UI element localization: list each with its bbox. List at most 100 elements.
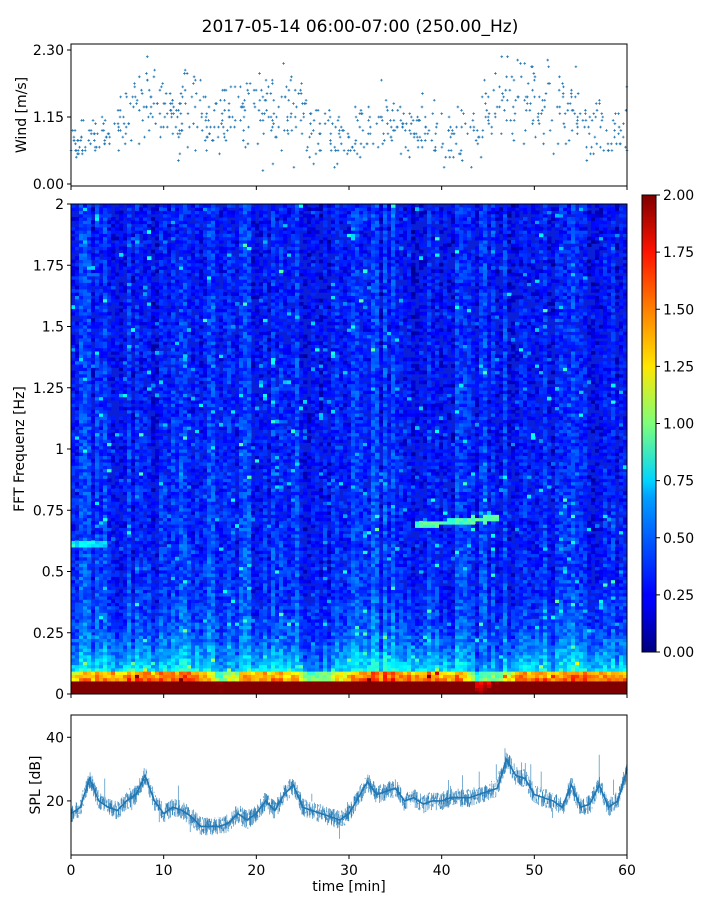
wind-point — [485, 109, 489, 112]
wind-point — [555, 105, 559, 109]
spectrogram-cell — [147, 586, 152, 590]
spectrogram-cell — [139, 625, 144, 630]
spectrogram-cell — [139, 275, 144, 280]
wind-point — [452, 132, 456, 136]
spectrogram-cell — [79, 311, 84, 316]
spectrogram-cell — [203, 295, 208, 300]
spectrogram-cell — [83, 315, 88, 319]
spectrogram-cell — [79, 334, 84, 339]
spectrogram-cell — [79, 243, 84, 247]
spectrogram-cell — [143, 455, 148, 460]
spectrogram-cell — [99, 596, 104, 600]
spectrogram-cell — [155, 419, 160, 424]
spectrogram-cell — [151, 439, 156, 443]
spectrogram-cell — [139, 256, 144, 261]
spectrogram-cell — [171, 596, 176, 600]
spectrogram-cell — [127, 311, 132, 316]
spectrogram-cell — [131, 318, 136, 323]
spectrogram-cell — [195, 452, 200, 457]
wind-point — [113, 122, 116, 125]
spectrogram-cell — [79, 298, 84, 303]
spectrogram-cell — [203, 386, 208, 391]
spectrogram-cell — [135, 393, 140, 398]
spectrogram-cell — [111, 279, 116, 283]
spectrogram-cell — [203, 344, 208, 349]
spectrogram-cell — [151, 592, 156, 597]
spectrogram-cell — [135, 331, 140, 336]
spectrogram-cell — [139, 478, 144, 483]
spectrogram-cell — [87, 618, 92, 623]
spectrogram-cell — [135, 514, 140, 519]
spectrogram-cell — [195, 645, 200, 649]
wind-point — [399, 119, 403, 122]
spectrogram-cell — [175, 667, 180, 672]
spectrogram-cell — [179, 210, 184, 215]
spectrogram-cell — [195, 416, 200, 421]
spectrogram-cell — [183, 478, 188, 483]
spectrogram-cell — [159, 527, 164, 532]
wind-point — [574, 65, 578, 69]
spectrogram-cell — [79, 442, 84, 447]
spectrogram-cell — [135, 501, 140, 506]
spectrogram-cell — [159, 618, 164, 623]
spectrogram-cell — [155, 285, 160, 290]
spectrogram-cell — [191, 602, 196, 607]
spectrogram-cell — [83, 269, 88, 274]
spectrogram-cell — [179, 680, 184, 685]
spectrogram-cell — [131, 622, 136, 626]
spectrogram-cell — [183, 285, 188, 290]
spectrogram-cell — [159, 403, 164, 408]
spectrogram-cell — [183, 530, 188, 535]
spectrogram-cell — [155, 328, 160, 332]
spectrogram-cell — [167, 298, 172, 303]
spectrogram-cell — [183, 435, 188, 440]
spectrogram-cell — [119, 566, 124, 571]
spectrogram-cell — [199, 540, 204, 545]
spectrogram-cell — [163, 275, 168, 280]
spectrogram-cell — [191, 403, 196, 408]
spectrogram-cell — [99, 282, 104, 287]
spectrogram-cell — [127, 524, 132, 528]
spectrogram-cell — [171, 419, 176, 424]
spectrogram-cell — [139, 589, 144, 594]
spectrogram-cell — [115, 582, 120, 587]
spectrogram-cell — [99, 543, 104, 548]
spectrogram-cell — [207, 514, 212, 519]
spectrogram-cell — [79, 599, 84, 604]
spectrogram-cell — [79, 324, 84, 329]
spectrogram-cell — [83, 569, 88, 574]
spectrogram-cell — [91, 684, 96, 688]
spectrogram-cell — [115, 337, 120, 342]
spectrogram-cell — [115, 259, 120, 264]
spectrogram-cell — [143, 344, 148, 349]
spectrogram-cell — [179, 563, 184, 568]
spectrogram-cell — [127, 501, 132, 506]
spectrogram-cell — [83, 220, 88, 225]
wind-point — [323, 122, 327, 125]
spectrogram-cell — [179, 622, 184, 626]
wind-point — [165, 112, 169, 115]
spectrogram-cell — [143, 667, 148, 672]
spectrogram-cell — [151, 638, 156, 643]
spectrogram-cell — [139, 337, 144, 342]
spectrogram-cell — [103, 253, 108, 257]
spectrogram-cell — [155, 569, 160, 574]
spectrogram-cell — [187, 622, 192, 626]
spectrogram-cell — [163, 220, 168, 225]
spectrogram-cell — [171, 321, 176, 326]
spectrogram-cell — [135, 576, 140, 581]
spectrogram-cell — [159, 589, 164, 594]
spectrogram-cell — [107, 230, 112, 234]
wind-point — [272, 122, 275, 125]
spectrogram-cell — [139, 220, 144, 225]
wind-point — [408, 112, 412, 115]
spectrogram-cell — [115, 364, 120, 368]
spectrogram-cell — [71, 677, 76, 682]
spectrogram-cell — [171, 386, 176, 391]
spectrogram-cell — [91, 292, 96, 296]
spectrogram-cell — [159, 690, 164, 695]
spectrogram-cell — [119, 226, 124, 231]
spectrogram-cell — [199, 560, 204, 564]
spectrogram-cell — [163, 651, 168, 656]
spectrogram-cell — [123, 220, 128, 225]
